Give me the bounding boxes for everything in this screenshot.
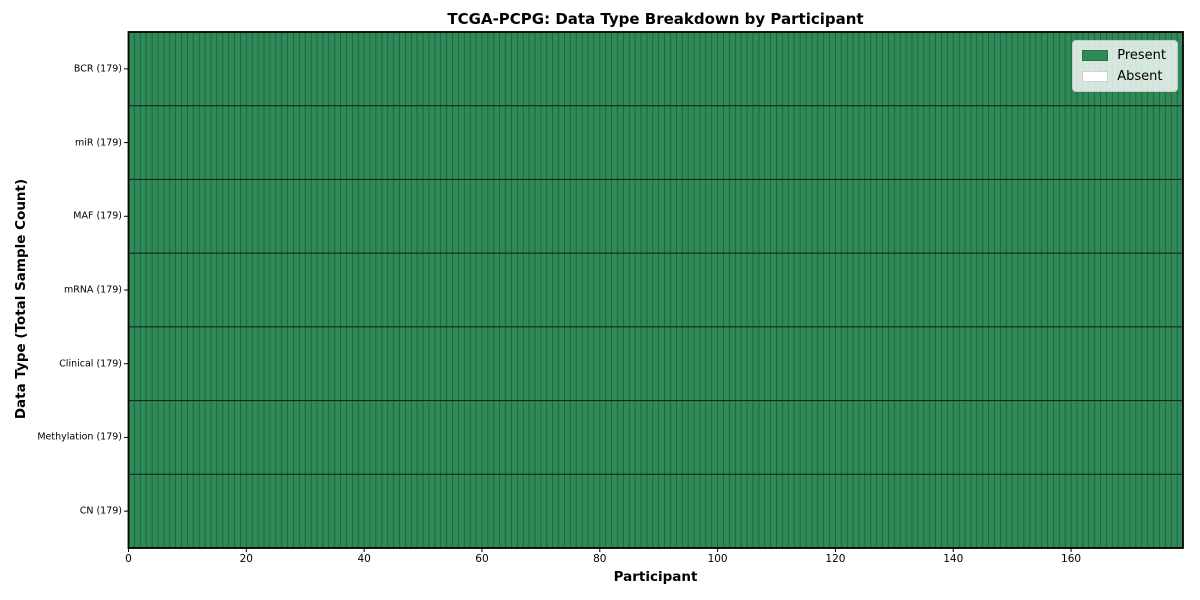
x-axis-label: Participant (613, 569, 698, 585)
y-tick-label: CN (179) (79, 505, 122, 517)
y-tick-label: MAF (179) (73, 210, 122, 222)
legend-entry: Absent (1082, 69, 1166, 84)
legend-entry: Present (1082, 48, 1166, 63)
present-cells-area (128, 32, 1183, 548)
chart-title: TCGA-PCPG: Data Type Breakdown by Partic… (447, 10, 864, 28)
x-tick-label: 100 (707, 553, 728, 565)
x-tick-label: 80 (593, 553, 607, 565)
x-tick-label: 160 (1061, 553, 1082, 565)
x-tick-label: 60 (475, 553, 489, 565)
legend-label: Present (1117, 48, 1166, 63)
x-tick-label: 40 (357, 553, 371, 565)
legend-swatch-present (1082, 50, 1109, 61)
y-tick-label: mRNA (179) (63, 284, 122, 296)
y-tick-label: miR (179) (74, 137, 122, 149)
x-tick-label: 120 (825, 553, 846, 565)
y-tick-label: Clinical (179) (59, 358, 122, 370)
x-tick-label: 20 (239, 553, 253, 565)
y-axis-label: Data Type (Total Sample Count) (13, 178, 29, 420)
y-tick-label: BCR (179) (73, 63, 122, 75)
legend-swatch-absent (1082, 71, 1109, 82)
legend: Present Absent (1072, 40, 1178, 92)
x-tick-label: 140 (943, 553, 964, 565)
legend-label: Absent (1117, 69, 1163, 84)
y-tick-label: Methylation (179) (37, 431, 122, 443)
x-tick-label: 0 (125, 553, 132, 565)
